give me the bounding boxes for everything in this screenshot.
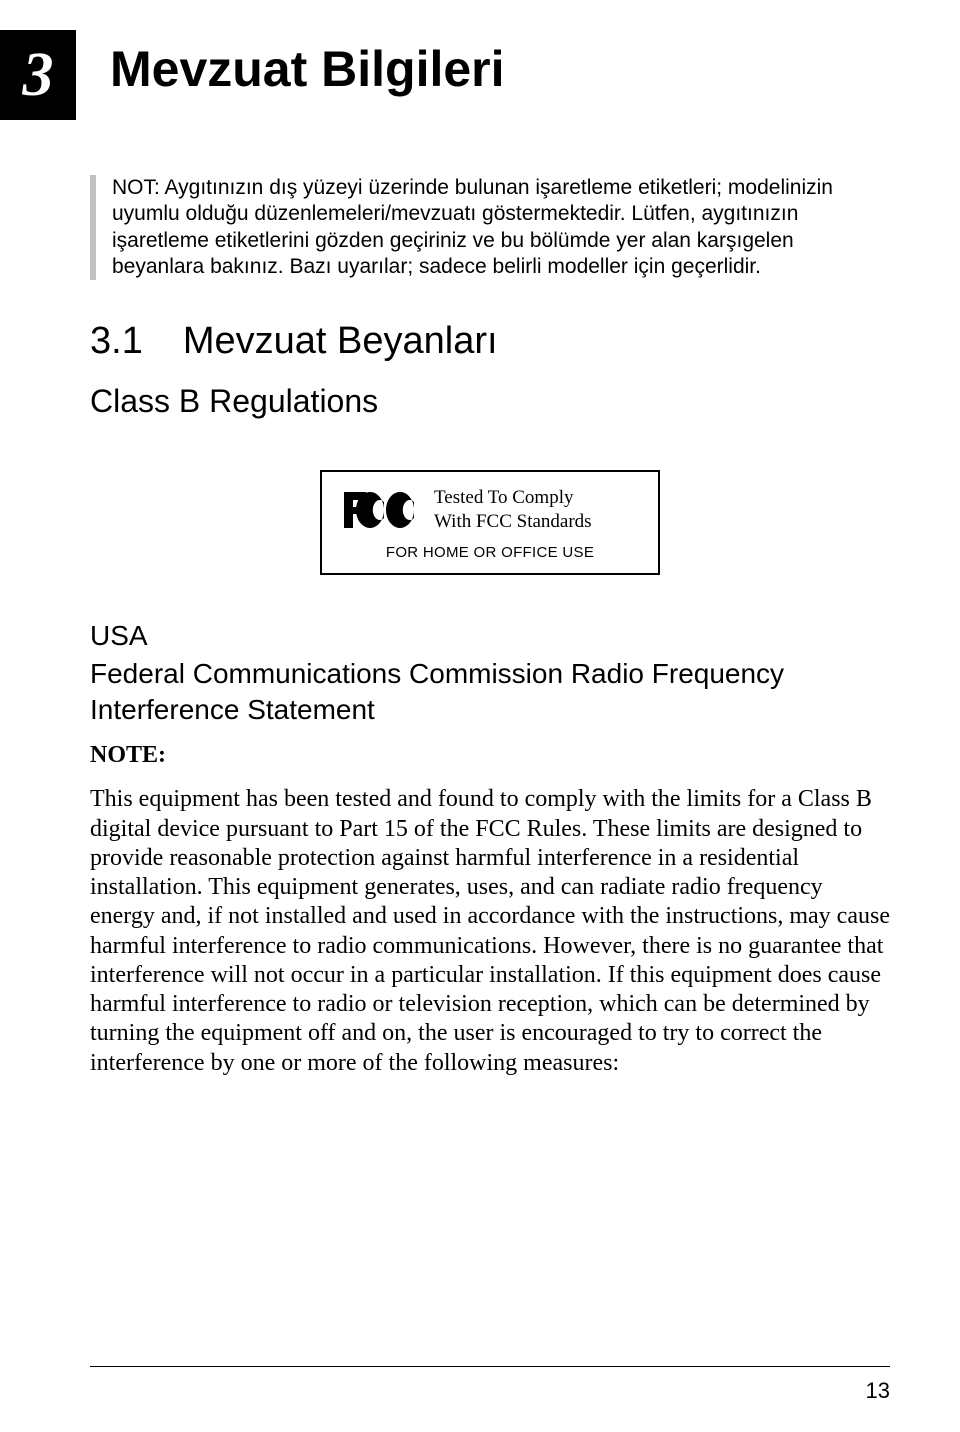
chapter-title: Mevzuat Bilgileri — [110, 40, 505, 98]
note-block: NOT: Aygıtınızın dış yüzeyi üzerinde bul… — [90, 175, 890, 280]
section-heading: 3.1 Mevzuat Beyanları — [90, 320, 890, 363]
statement-heading: Federal Communications Commission Radio … — [90, 656, 890, 729]
fcc-top-row: Tested To Comply With FCC Standards — [342, 486, 638, 534]
subheading-class-b: Class B Regulations — [90, 383, 890, 420]
fcc-logo-icon — [342, 488, 420, 532]
fcc-line2: With FCC Standards — [434, 510, 592, 534]
fcc-text-block: Tested To Comply With FCC Standards — [434, 486, 592, 534]
note-text: Aygıtınızın dış yüzeyi üzerinde bulunan … — [112, 176, 833, 278]
footer-rule — [90, 1366, 890, 1367]
fcc-line1: Tested To Comply — [434, 486, 592, 510]
fcc-box-container: Tested To Comply With FCC Standards FOR … — [90, 470, 890, 575]
fcc-compliance-box: Tested To Comply With FCC Standards FOR … — [320, 470, 660, 575]
chapter-number: 3 — [23, 40, 54, 111]
note-label-bold: NOTE: — [90, 742, 890, 769]
chapter-number-box: 3 — [0, 30, 76, 120]
section-title: Mevzuat Beyanları — [183, 320, 498, 362]
body-paragraph: This equipment has been tested and found… — [90, 785, 890, 1078]
section-number: 3.1 — [90, 320, 143, 363]
usa-heading: USA — [90, 620, 890, 652]
fcc-bottom-text: FOR HOME OR OFFICE USE — [342, 544, 638, 561]
note-label-inline: NOT: — [112, 176, 160, 199]
page-number: 13 — [866, 1378, 890, 1404]
